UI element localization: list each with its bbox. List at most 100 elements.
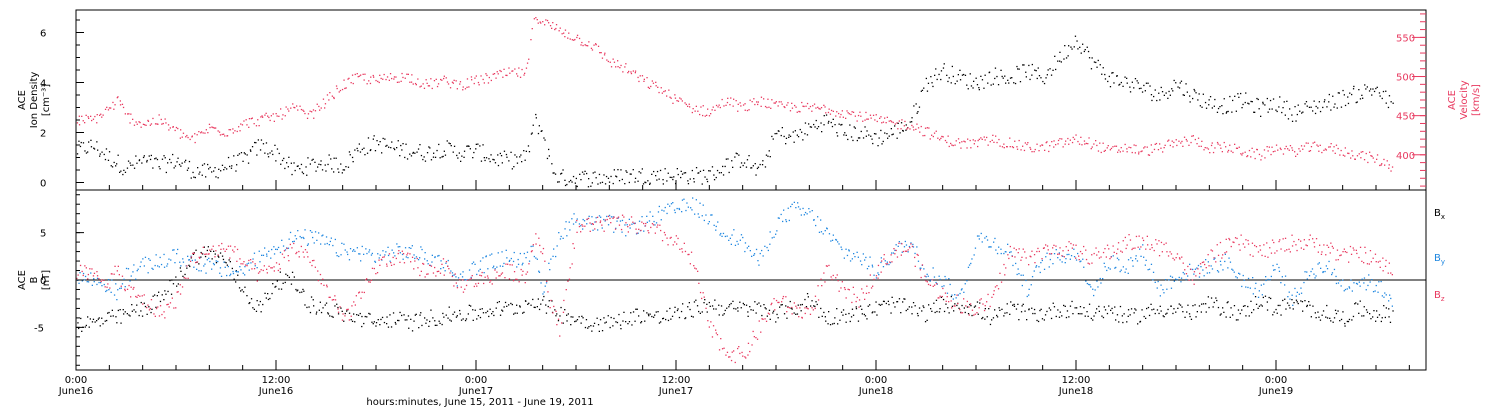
data-point-bx	[791, 308, 793, 310]
data-point-bz	[286, 247, 288, 250]
data-point-density	[655, 175, 657, 177]
data-point-velocity	[582, 44, 584, 47]
data-point-velocity	[1333, 146, 1335, 148]
data-point-bz	[126, 288, 129, 290]
data-point-velocity	[870, 117, 872, 119]
data-point-velocity	[1144, 146, 1146, 148]
data-point-velocity	[571, 39, 573, 41]
data-point-bz	[1052, 247, 1054, 249]
data-point-by	[244, 266, 246, 268]
data-point-velocity	[200, 132, 202, 134]
data-point-bz	[1067, 249, 1069, 252]
data-point-bz	[168, 306, 170, 308]
data-point-velocity	[1104, 149, 1106, 152]
data-point-bx	[237, 274, 239, 276]
data-point-velocity	[732, 105, 734, 107]
data-point-bx	[615, 321, 617, 323]
data-point-bx	[259, 300, 261, 303]
data-point-density	[390, 147, 392, 149]
data-point-by	[226, 274, 228, 277]
data-point-bz	[1065, 246, 1067, 248]
data-point-bx	[1049, 309, 1052, 311]
data-point-by	[751, 255, 753, 257]
data-point-bx	[1032, 312, 1034, 315]
data-point-by	[1185, 278, 1187, 281]
data-point-density	[333, 171, 335, 173]
data-point-by	[440, 268, 442, 270]
data-point-bz	[901, 243, 903, 245]
data-point-velocity	[149, 124, 151, 126]
data-point-density	[287, 166, 289, 168]
data-point-by	[453, 274, 455, 276]
data-point-by	[607, 224, 610, 226]
data-point-bz	[764, 318, 766, 320]
data-point-bx	[796, 313, 799, 315]
data-point-bz	[1042, 247, 1045, 249]
data-point-velocity	[1337, 147, 1339, 150]
data-point-bx	[1347, 320, 1350, 323]
data-point-velocity	[1348, 152, 1350, 155]
data-point-velocity	[443, 77, 445, 80]
data-point-velocity	[1081, 144, 1083, 146]
data-point-by	[686, 202, 688, 204]
data-point-density	[865, 135, 867, 137]
data-point-velocity	[735, 100, 737, 102]
data-point-velocity	[1118, 149, 1120, 151]
data-point-by	[284, 249, 287, 251]
data-point-velocity	[677, 100, 680, 102]
data-point-density	[552, 172, 554, 174]
data-point-bz	[599, 220, 602, 222]
data-point-by	[652, 215, 654, 217]
data-point-velocity	[1381, 163, 1383, 165]
data-point-by	[242, 272, 244, 274]
data-point-by	[462, 271, 464, 273]
data-point-by	[1355, 282, 1358, 285]
data-point-bz	[866, 285, 868, 287]
data-point-bx	[1084, 315, 1086, 317]
data-point-bz	[765, 320, 768, 322]
data-point-bz	[1126, 244, 1128, 246]
data-point-bz	[610, 222, 612, 224]
data-point-velocity	[681, 100, 683, 102]
data-point-bz	[693, 265, 695, 267]
data-point-velocity	[1314, 141, 1316, 143]
data-point-bz	[894, 253, 896, 255]
data-point-bx	[1277, 304, 1279, 307]
data-point-by	[1361, 278, 1363, 280]
data-point-bx	[1063, 304, 1065, 307]
data-point-bx	[351, 320, 354, 322]
data-point-bx	[768, 309, 771, 311]
data-point-density	[618, 180, 621, 182]
data-point-bz	[434, 266, 436, 269]
data-point-density	[802, 139, 804, 141]
data-point-bz	[218, 245, 220, 247]
data-point-bz	[135, 295, 137, 298]
data-point-velocity	[99, 114, 101, 116]
data-point-velocity	[264, 114, 266, 116]
data-point-bx	[861, 308, 863, 310]
data-point-bx	[1126, 321, 1128, 323]
data-point-velocity	[687, 105, 689, 107]
data-point-by	[828, 233, 831, 235]
data-point-density	[724, 165, 726, 168]
data-point-bx	[1173, 308, 1175, 310]
data-point-bx	[947, 307, 949, 309]
data-point-bz	[100, 280, 102, 283]
data-point-bx	[332, 316, 334, 318]
data-point-bz	[777, 301, 779, 304]
data-point-bx	[198, 263, 200, 265]
data-point-velocity	[1211, 142, 1213, 144]
data-point-bz	[994, 286, 997, 288]
data-point-bx	[724, 309, 726, 312]
data-point-bx	[319, 301, 321, 303]
data-point-velocity	[795, 106, 797, 108]
data-point-by	[967, 266, 970, 268]
data-point-bz	[1029, 255, 1031, 257]
data-point-bz	[353, 301, 355, 303]
data-point-bz	[382, 256, 384, 258]
data-point-bz	[453, 285, 455, 287]
data-point-velocity	[610, 66, 613, 68]
data-point-velocity	[508, 67, 510, 69]
data-point-density	[961, 74, 964, 76]
data-point-density	[783, 135, 785, 138]
